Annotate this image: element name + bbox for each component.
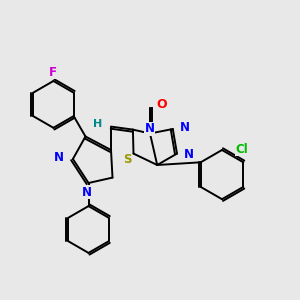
Text: N: N xyxy=(82,185,92,199)
Text: N: N xyxy=(184,148,194,161)
Text: N: N xyxy=(54,151,64,164)
Text: O: O xyxy=(156,98,166,111)
Text: Cl: Cl xyxy=(236,142,248,156)
Text: F: F xyxy=(49,65,57,79)
Text: N: N xyxy=(180,121,190,134)
Text: H: H xyxy=(93,118,103,129)
Text: S: S xyxy=(123,153,132,166)
Text: N: N xyxy=(144,122,154,135)
